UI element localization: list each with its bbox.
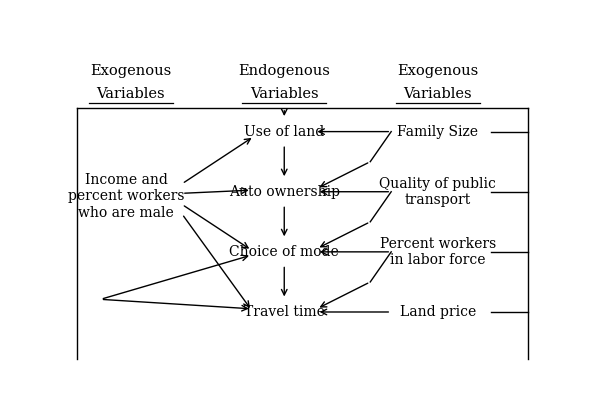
Text: Quality of public
transport: Quality of public transport	[379, 177, 496, 207]
Text: Variables: Variables	[403, 87, 472, 101]
Text: Land price: Land price	[400, 305, 476, 319]
Text: Exogenous: Exogenous	[90, 65, 172, 79]
Text: Endogenous: Endogenous	[238, 65, 330, 79]
Text: Variables: Variables	[250, 87, 319, 101]
Text: Exogenous: Exogenous	[397, 65, 478, 79]
Text: Percent workers
in labor force: Percent workers in labor force	[380, 237, 496, 267]
Text: Variables: Variables	[97, 87, 165, 101]
Text: Family Size: Family Size	[397, 125, 478, 139]
Text: Auto ownership: Auto ownership	[229, 185, 340, 199]
Text: Use of land: Use of land	[244, 125, 325, 139]
Text: Income and
percent workers
who are male: Income and percent workers who are male	[68, 173, 184, 219]
Text: Choice of mode: Choice of mode	[229, 245, 339, 259]
Text: Travel time: Travel time	[244, 305, 325, 319]
